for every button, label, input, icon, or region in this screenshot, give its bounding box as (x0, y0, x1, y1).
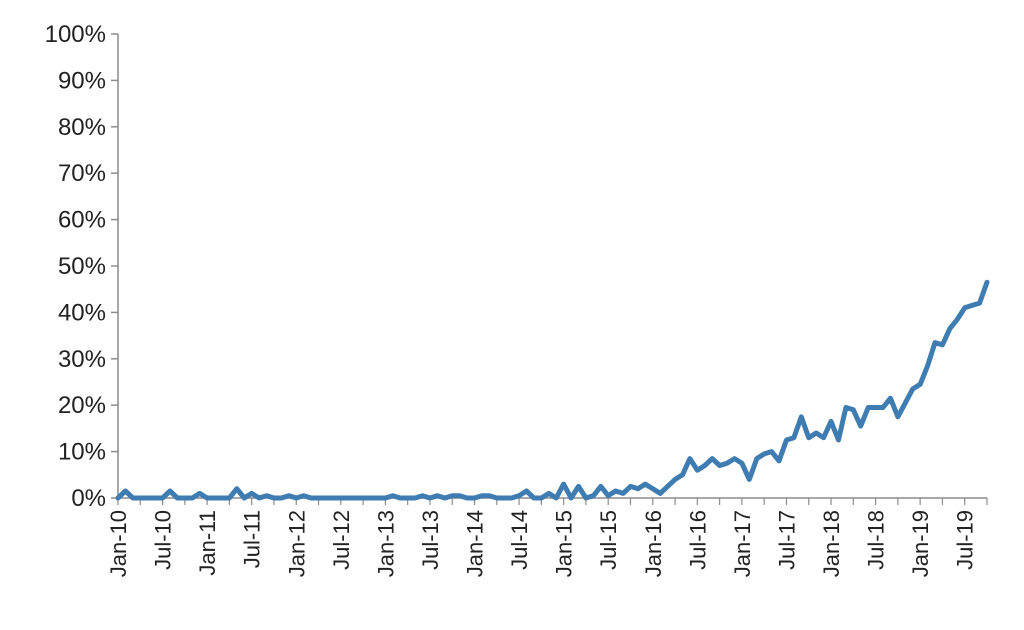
x-tick-label: Jan-12 (284, 510, 309, 577)
x-tick-label: Jan-15 (552, 510, 577, 577)
y-tick-label: 50% (58, 253, 106, 280)
x-tick-label: Jan-10 (106, 510, 131, 577)
x-tick-label: Jan-14 (463, 510, 488, 577)
x-tick-label: Jan-13 (373, 510, 398, 577)
x-axis: Jan-10 Jul-10 Jan-11 Jul-11 Jan-12 Jul-12 Jan-… (106, 498, 987, 577)
y-tick-label: 20% (58, 392, 106, 419)
x-tick-label: Jul-17 (774, 510, 799, 570)
y-tick-label: 70% (58, 160, 106, 187)
y-tick-label: 80% (58, 114, 106, 141)
x-tick-label: Jan-18 (819, 510, 844, 577)
y-tick-label: 60% (58, 207, 106, 234)
x-tick-label: Jul-12 (329, 510, 354, 570)
y-tick-label: 40% (58, 299, 106, 326)
x-tick-label: Jul-15 (596, 510, 621, 570)
x-tick-label: Jan-11 (195, 510, 220, 576)
x-tick-label: Jan-16 (641, 510, 666, 577)
y-tick-label: 90% (58, 67, 106, 94)
x-tick-label: Jul-10 (151, 510, 176, 570)
y-tick-label: 10% (58, 439, 106, 466)
x-tick-label: Jul-13 (418, 510, 443, 570)
x-tick-label: Jul-19 (953, 510, 978, 570)
x-tick-label: Jul-16 (685, 510, 710, 570)
series-line-0 (118, 282, 987, 498)
x-tick-label: Jul-11 (240, 510, 265, 568)
x-tick-label: Jul-14 (507, 510, 532, 570)
y-tick-label: 100% (45, 21, 106, 48)
x-tick-label: Jan-17 (730, 510, 755, 577)
x-tick-label: Jan-19 (908, 510, 933, 577)
y-tick-label: 0% (71, 485, 106, 512)
x-tick-label: Jul-18 (864, 510, 889, 570)
y-tick-label: 30% (58, 346, 106, 373)
series-group (118, 282, 987, 498)
y-axis: 0% 10% 20% 30% 40% 50% 60% 70% 80% 90% 100% (45, 21, 118, 512)
